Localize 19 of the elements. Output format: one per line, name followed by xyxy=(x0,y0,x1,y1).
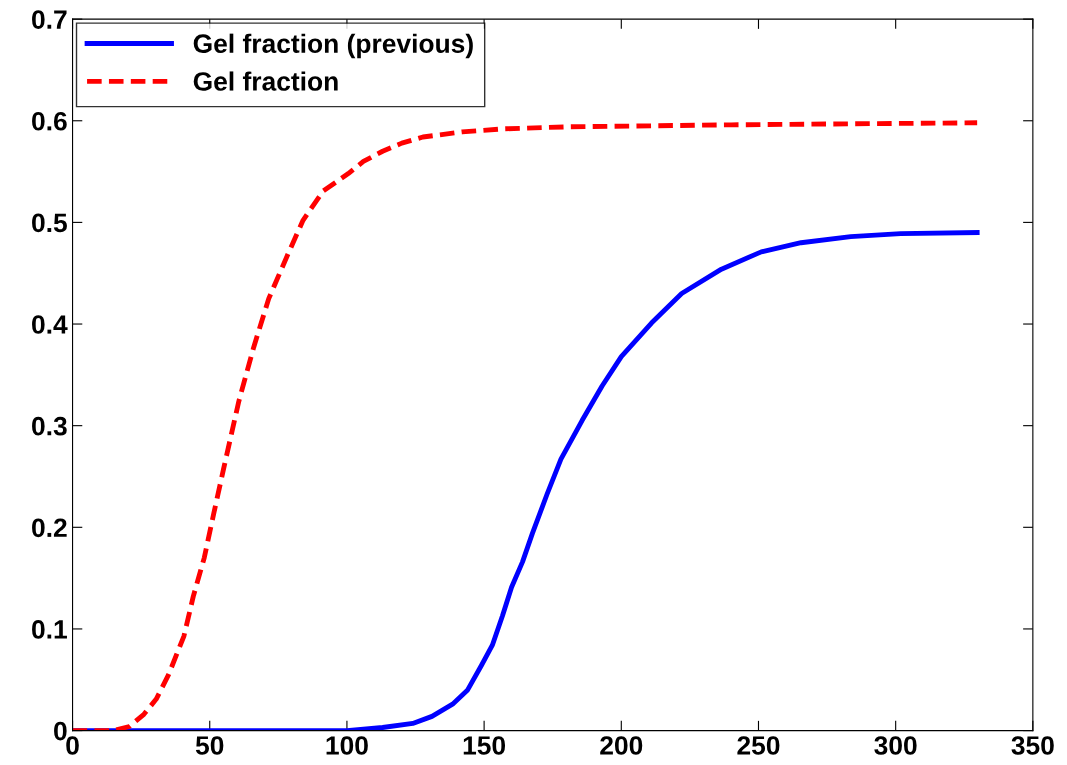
y-tick-label: 0.5 xyxy=(32,213,67,233)
legend-label: Gel fraction xyxy=(193,71,338,91)
x-tick-label: 350 xyxy=(1011,736,1054,755)
y-tick-label: 0.4 xyxy=(32,315,68,334)
y-tick-label: 0.1 xyxy=(32,620,67,639)
x-tick-label: 0 xyxy=(66,736,79,755)
x-tick-label: 250 xyxy=(737,736,780,755)
x-tick-label: 50 xyxy=(195,736,224,755)
x-tick-label: 150 xyxy=(463,736,506,755)
legend-label: Gel fraction (previous) xyxy=(193,33,473,59)
y-tick-label: 0.3 xyxy=(32,416,67,436)
y-tick-label: 0 xyxy=(54,721,67,741)
y-tick-label: 0.7 xyxy=(32,10,67,29)
x-tick-label: 300 xyxy=(874,736,917,755)
line-series xyxy=(72,120,980,731)
x-tick-label: 100 xyxy=(326,736,368,755)
y-tick-label: 0.6 xyxy=(32,111,67,131)
y-tick-label: 0.2 xyxy=(32,518,67,538)
x-tick-label: 200 xyxy=(600,736,643,755)
